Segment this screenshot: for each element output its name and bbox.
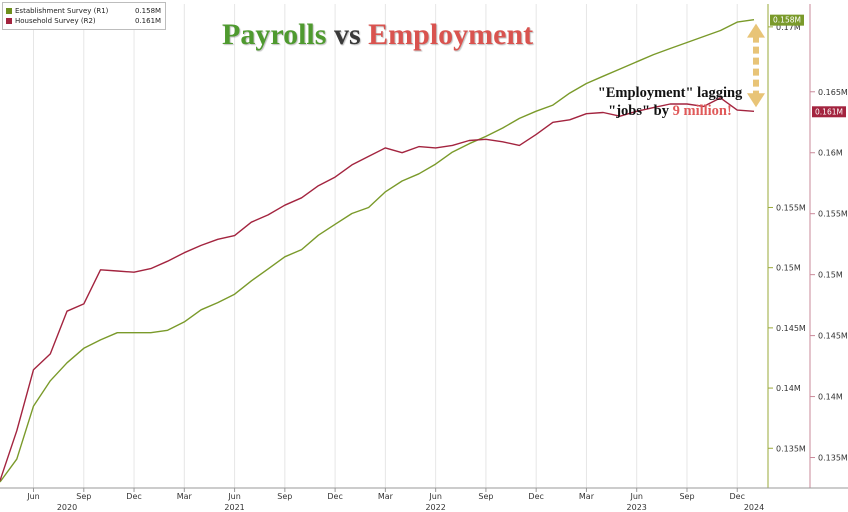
legend: Establishment Survey (R1) 0.158M Househo… xyxy=(2,2,166,30)
last-value-bg-1 xyxy=(812,106,846,118)
x-tick-label-9: Sep xyxy=(478,492,493,501)
legend-label-establishment: Establishment Survey (R1) xyxy=(15,7,109,15)
x-year-label-2: 2022 xyxy=(425,503,445,512)
legend-label-household: Household Survey (R2) xyxy=(15,17,96,25)
right-axis-r2: 0.135M 0.14M 0.145M 0.15M 0.155M 0.16M 0.165M xyxy=(809,4,848,488)
title-employment: Employment xyxy=(368,18,534,51)
annotation-line-2: "jobs" by 9 million! xyxy=(582,102,758,120)
r2-tick-label-4: 0.155M xyxy=(818,210,848,219)
legend-swatch-household xyxy=(6,18,12,24)
r2-tick-label-5: 0.16M xyxy=(818,149,843,158)
r2-tick-label-1: 0.14M xyxy=(818,393,843,402)
r1-tick-label-3: 0.15M xyxy=(776,264,801,273)
x-tick-label-14: Dec xyxy=(730,492,745,501)
grid xyxy=(33,4,738,488)
x-tick-label-8: Jun xyxy=(428,492,442,501)
legend-swatch-establishment xyxy=(6,8,12,14)
x-tick-label-3: Mar xyxy=(177,492,193,501)
chart-title: Payrolls vs Employment xyxy=(222,18,533,52)
r1-tick-label-0: 0.135M xyxy=(776,444,806,453)
x-axis: Jun Sep Dec Mar Jun Sep Dec Mar Jun Sep Dec Mar Jun S… xyxy=(0,487,848,512)
r2-tick-label-2: 0.145M xyxy=(818,332,848,341)
last-value-label-0: 0.158M xyxy=(773,16,801,25)
r1-tick-label-4: 0.155M xyxy=(776,203,806,212)
x-year-label-1: 2021 xyxy=(224,503,244,512)
title-vs: vs xyxy=(326,18,369,51)
gap-arrow-head-top xyxy=(747,23,765,38)
legend-value-household: 0.161M xyxy=(135,17,162,25)
series-lines xyxy=(0,19,755,483)
annotation-line-1: "Employment" lagging xyxy=(597,85,743,101)
r1-tick-label-1: 0.14M xyxy=(776,384,801,393)
x-year-label-4: 2024 xyxy=(744,503,764,512)
x-tick-label-4: Jun xyxy=(227,492,241,501)
x-tick-label-6: Dec xyxy=(327,492,342,501)
gap-arrow xyxy=(747,23,765,108)
r2-tick-label-3: 0.15M xyxy=(818,271,843,280)
gap-arrow-head-bottom xyxy=(747,93,765,108)
x-year-label-0: 2020 xyxy=(57,503,77,512)
legend-value-establishment: 0.158M xyxy=(135,7,162,15)
x-tick-label-13: Sep xyxy=(679,492,694,501)
x-tick-label-7: Mar xyxy=(378,492,394,501)
x-tick-label-12: Jun xyxy=(629,492,643,501)
x-tick-label-0: Jun xyxy=(26,492,40,501)
r2-tick-label-6: 0.165M xyxy=(818,88,848,97)
r2-tick-label-0: 0.135M xyxy=(818,454,848,463)
annotation-highlight: 9 million! xyxy=(672,103,732,119)
x-tick-label-1: Sep xyxy=(76,492,91,501)
r1-tick-label-2: 0.145M xyxy=(776,324,806,333)
r1-tick-label-5: 0.17M xyxy=(776,23,801,32)
series-line-1 xyxy=(0,97,755,481)
legend-item-establishment: Establishment Survey (R1) xyxy=(6,6,108,16)
x-tick-label-2: Dec xyxy=(126,492,141,501)
x-tick-label-10: Dec xyxy=(528,492,543,501)
series-line-0 xyxy=(0,19,755,483)
x-tick-label-5: Sep xyxy=(277,492,292,501)
title-payrolls: Payrolls xyxy=(222,18,327,51)
annotation-jobs-text: "jobs" by xyxy=(608,103,673,119)
x-tick-label-11: Mar xyxy=(579,492,595,501)
legend-item-household: Household Survey (R2) xyxy=(6,16,96,26)
right-axis-r1: 0.135M 0.14M 0.145M 0.15M 0.155M 0.17M xyxy=(767,4,806,488)
x-year-label-3: 2023 xyxy=(627,503,647,512)
last-value-bg-0 xyxy=(770,14,804,26)
last-value-labels: 0.158M 0.161M xyxy=(770,14,846,118)
last-value-label-1: 0.161M xyxy=(815,107,843,116)
annotation: "Employment" lagging "jobs" by 9 million… xyxy=(582,84,758,120)
